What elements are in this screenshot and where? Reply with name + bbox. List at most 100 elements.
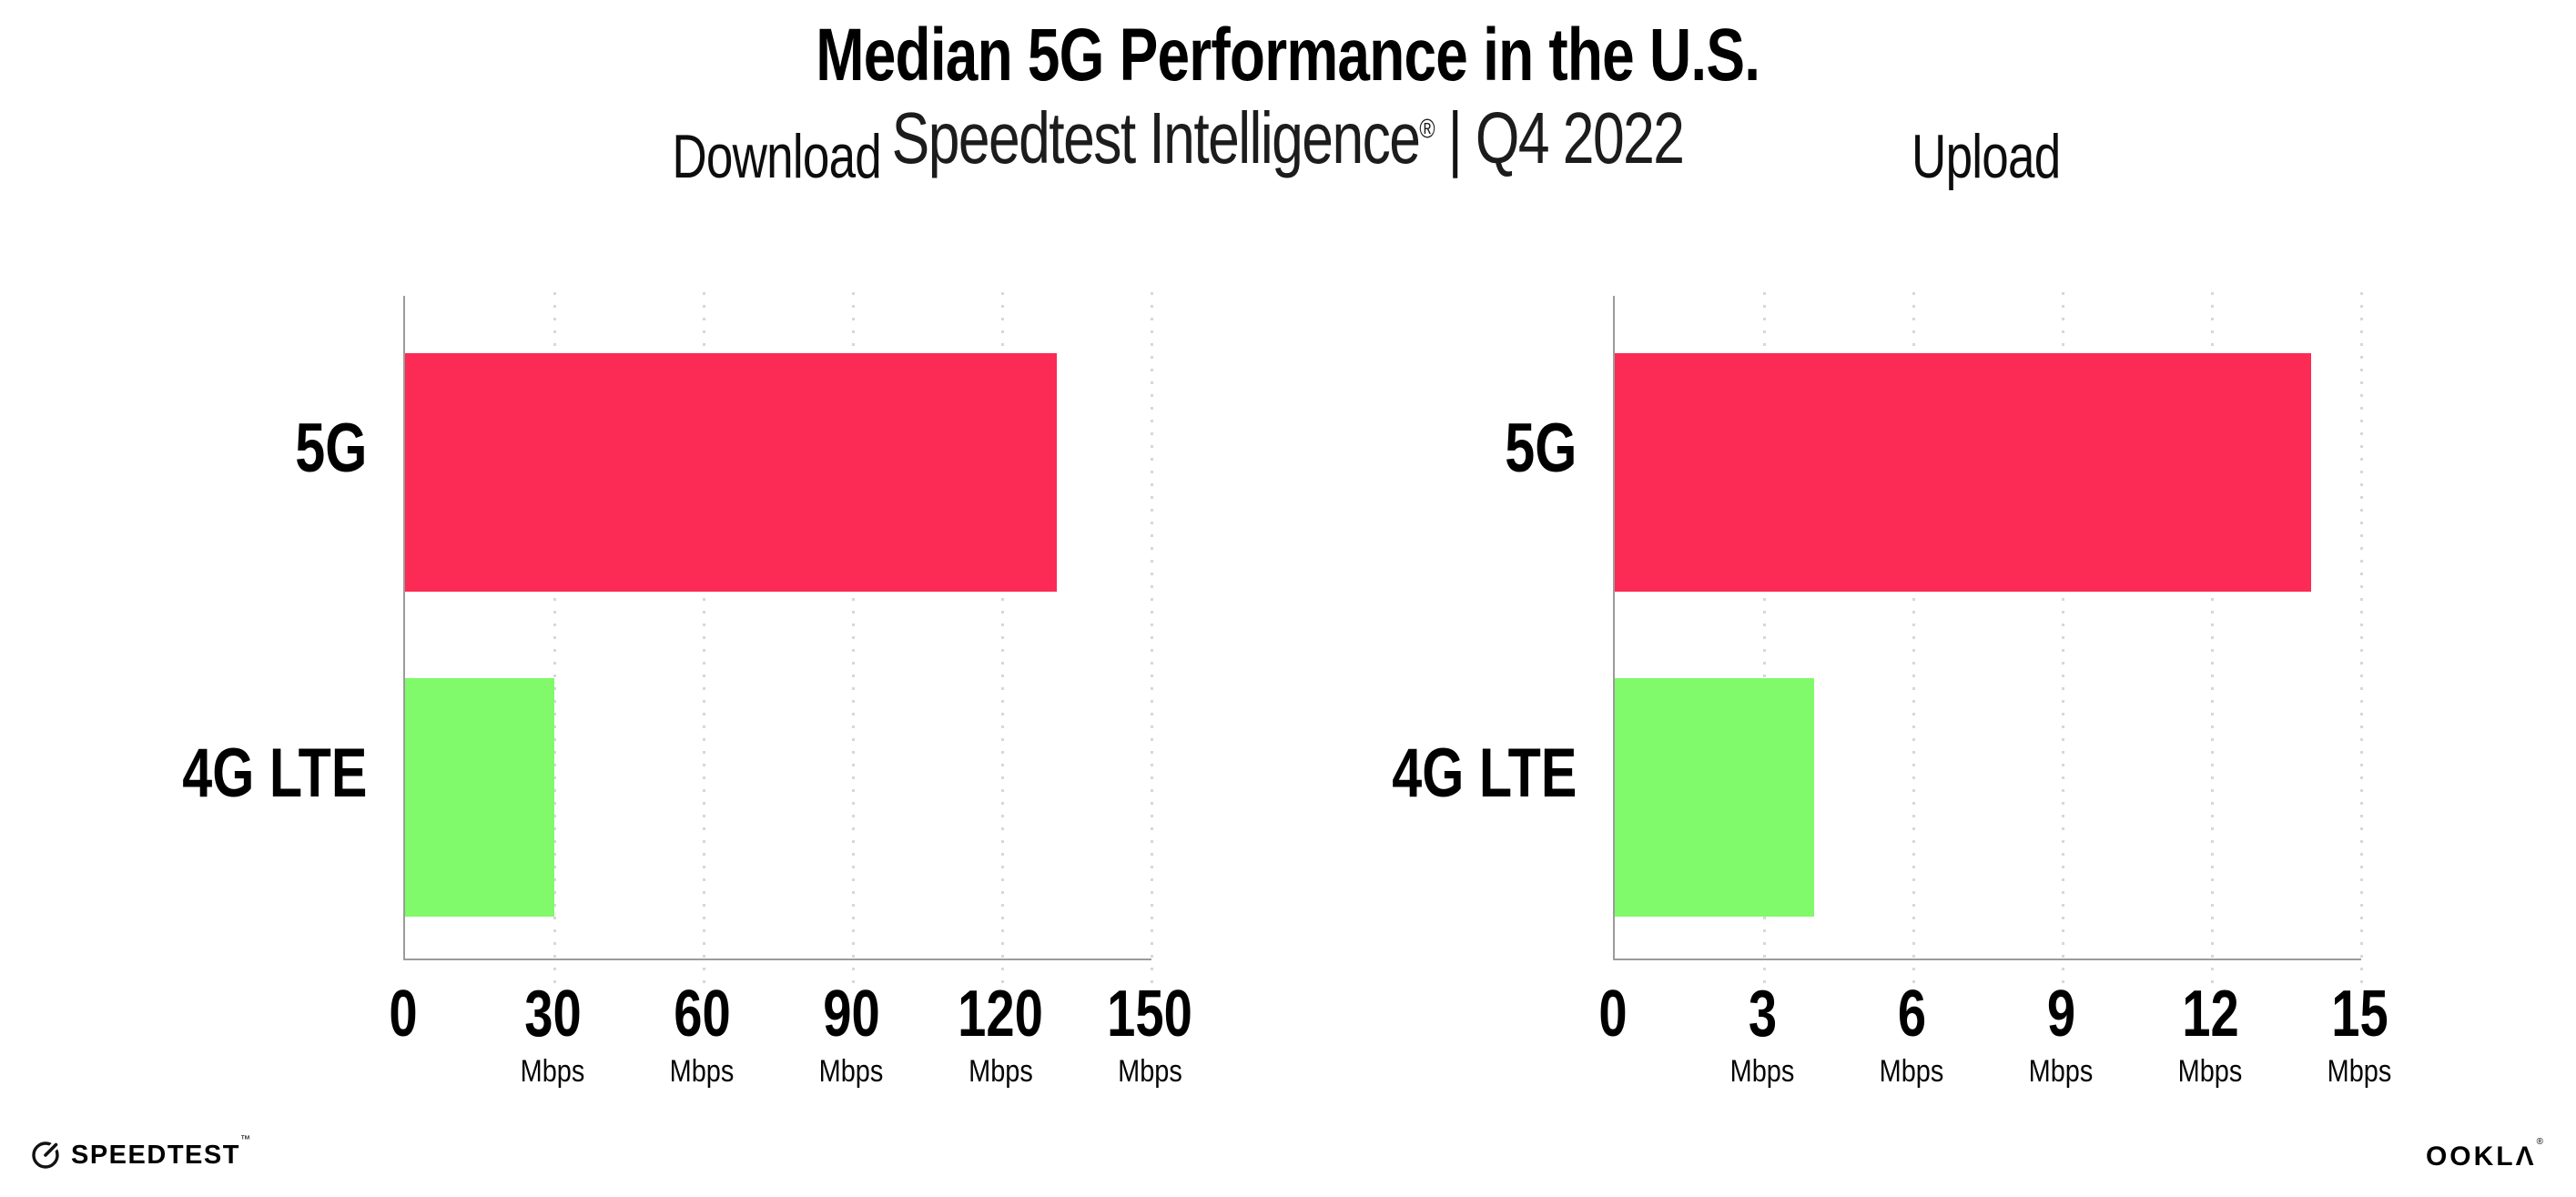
registered-mark: ® [1419, 114, 1435, 145]
tick-unit-text: Mbps [1117, 1054, 1182, 1089]
plot-download: 5G 4G LTE [182, 292, 1153, 984]
tick-value-text: 12 [2181, 978, 2239, 1050]
tick-value: 120 [946, 981, 1055, 1047]
page-title-text: Median 5G Performance in the U.S. [816, 14, 1761, 96]
category-label-text: 4G LTE [1391, 735, 1577, 812]
tick-value: 6 [1873, 981, 1949, 1047]
category-label-4g-lte: 4G LTE [1294, 739, 1577, 808]
tick-unit-text: Mbps [2028, 1054, 2094, 1089]
tick-unit-text: Mbps [669, 1054, 735, 1089]
tick-upload-9: 9 Mbps [2023, 981, 2098, 1087]
gridline-9 [2062, 292, 2064, 984]
tick-unit: Mbps [2321, 1056, 2397, 1087]
tick-unit-text: Mbps [818, 1054, 884, 1089]
chart-title-text: Download [672, 122, 881, 191]
tick-value-text: 60 [673, 978, 731, 1050]
tick-download-30: 30 Mbps [514, 981, 590, 1087]
tick-value-text: 15 [2330, 978, 2388, 1050]
tick-unit-text: Mbps [2177, 1054, 2243, 1089]
tick-unit-text: Mbps [2327, 1054, 2392, 1089]
gridline-3 [1763, 292, 1766, 984]
tick-unit: Mbps [813, 1056, 888, 1087]
page-title: Median 5G Performance in the U.S. [0, 18, 2576, 93]
category-label-text: 4G LTE [181, 735, 367, 812]
category-label-4g-lte: 4G LTE [85, 739, 367, 808]
tick-unit: Mbps [1724, 1056, 1800, 1087]
tick-download-90: 90 Mbps [813, 981, 888, 1087]
tick-unit: Mbps [514, 1056, 590, 1087]
gridline-6 [1912, 292, 1915, 984]
chart-title-upload: Upload [1613, 126, 2359, 188]
ookla-registered-mark: ® [2536, 1137, 2546, 1147]
tick-value-text: 150 [1107, 978, 1192, 1050]
tick-unit: Mbps [946, 1056, 1055, 1087]
subtitle-separator: | [1448, 97, 1463, 178]
tick-value: 0 [1595, 981, 1631, 1047]
gridline-60 [703, 292, 705, 984]
tick-value: 0 [385, 981, 421, 1047]
category-label-text: 5G [294, 410, 367, 487]
tick-unit-text: Mbps [968, 1054, 1033, 1089]
gridline-15 [2360, 292, 2363, 984]
tick-value: 60 [664, 981, 739, 1047]
trademark-mark: ™ [239, 1133, 252, 1145]
bar-4g-lte-download [405, 678, 554, 917]
tick-value: 12 [2172, 981, 2247, 1047]
tick-value-text: 3 [1748, 978, 1777, 1050]
tick-unit-text: Mbps [520, 1054, 585, 1089]
tick-download-60: 60 Mbps [664, 981, 739, 1087]
ookla-logo: OOKLΛ® [2425, 1138, 2546, 1172]
tick-value: 30 [514, 981, 590, 1047]
gridline-30 [553, 292, 556, 984]
gridline-150 [1151, 292, 1153, 984]
tick-value: 15 [2321, 981, 2397, 1047]
x-axis-upload: 0 3 Mbps 6 Mbps 9 Mbps 12 Mbps 15 Mbps [1598, 981, 2391, 1100]
plot-upload: 5G 4G LTE [1392, 292, 2363, 984]
tick-unit-text: Mbps [1879, 1054, 1944, 1089]
tick-value: 3 [1724, 981, 1800, 1047]
gridline-12 [2211, 292, 2214, 984]
subtitle-brand: Speedtest Intelligence [892, 97, 1421, 178]
tick-download-150: 150 Mbps [1095, 981, 1204, 1087]
chart-title-text: Upload [1912, 122, 2061, 191]
tick-value-text: 120 [958, 978, 1043, 1050]
tick-download-120: 120 Mbps [946, 981, 1055, 1087]
tick-value: 9 [2023, 981, 2098, 1047]
gridline-120 [1001, 292, 1004, 984]
tick-upload-6: 6 Mbps [1873, 981, 1949, 1087]
tick-value: 150 [1095, 981, 1204, 1047]
tick-unit: Mbps [2023, 1056, 2098, 1087]
tick-unit: Mbps [1873, 1056, 1949, 1087]
bar-4g-lte-upload [1615, 678, 1814, 917]
speedtest-wordmark: SPEEDTEST [71, 1140, 240, 1170]
x-axis-download: 0 30 Mbps 60 Mbps 90 Mbps 120 Mbps 150 Mbps [389, 981, 1192, 1100]
chart-title-download: Download [403, 126, 1150, 188]
tick-unit: Mbps [1095, 1056, 1204, 1087]
tick-value-text: 0 [389, 978, 418, 1050]
subtitle-period: Q4 2022 [1476, 97, 1685, 178]
tick-unit: Mbps [664, 1056, 739, 1087]
tick-value-text: 9 [2046, 978, 2075, 1050]
category-label-5g: 5G [85, 414, 367, 483]
ookla-wordmark: OOKLΛ [2425, 1141, 2537, 1172]
bar-5g-download [405, 353, 1058, 592]
tick-upload-0: 0 [1595, 981, 1631, 1047]
tick-unit-text: Mbps [1729, 1054, 1795, 1089]
tick-value-text: 90 [822, 978, 880, 1050]
speedtest-gauge-icon [30, 1139, 62, 1171]
tick-upload-12: 12 Mbps [2172, 981, 2247, 1087]
tick-download-0: 0 [385, 981, 421, 1047]
tick-upload-3: 3 Mbps [1724, 981, 1800, 1087]
speedtest-logo: SPEEDTEST™ [30, 1134, 251, 1171]
tick-upload-15: 15 Mbps [2321, 981, 2397, 1087]
bar-5g-upload [1615, 353, 2312, 592]
category-label-5g: 5G [1294, 414, 1577, 483]
page-subtitle: Speedtest Intelligence® | Q4 2022 [0, 102, 2576, 175]
tick-unit: Mbps [2172, 1056, 2247, 1087]
gridline-90 [852, 292, 855, 984]
tick-value-text: 0 [1598, 978, 1628, 1050]
tick-value: 90 [813, 981, 888, 1047]
tick-value-text: 30 [523, 978, 582, 1050]
category-label-text: 5G [1504, 410, 1577, 487]
